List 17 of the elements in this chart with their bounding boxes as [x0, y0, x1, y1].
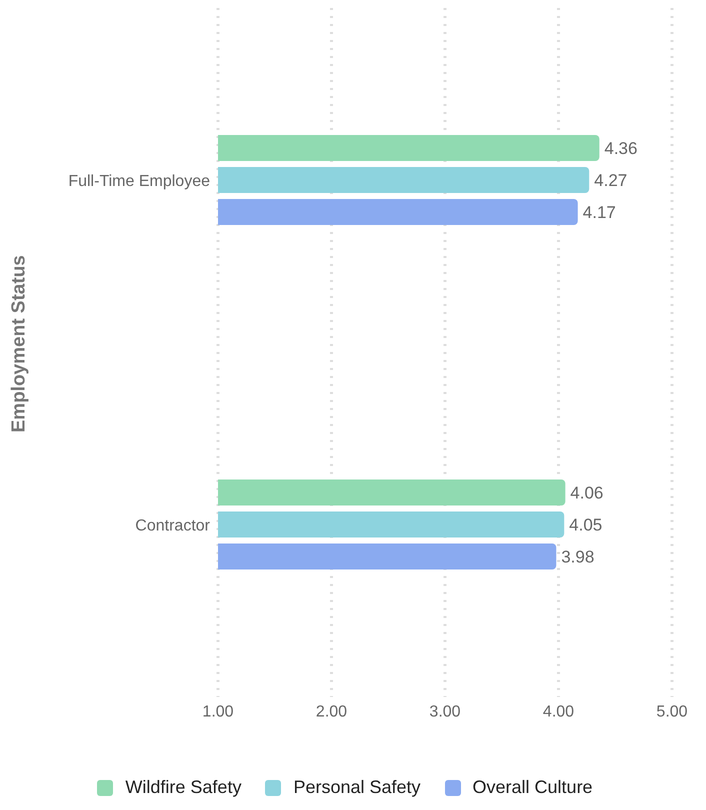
x-tick-label: 1.00 [202, 703, 234, 720]
data-label: 4.05 [569, 516, 602, 535]
legend-label: Personal Safety [293, 777, 421, 798]
legend-label: Wildfire Safety [125, 777, 242, 798]
data-label: 3.98 [561, 548, 594, 567]
x-tick-label: 3.00 [429, 703, 461, 720]
legend-label: Overall Culture [472, 777, 593, 798]
y-tick-label: Full-Time Employee [68, 172, 210, 190]
data-label: 4.36 [604, 139, 638, 158]
x-tick-label: 4.00 [542, 703, 574, 720]
data-label: 4.06 [570, 484, 604, 503]
x-tick-label: 5.00 [656, 703, 688, 720]
x-tick-label: 2.00 [316, 703, 348, 720]
y-axis-title: Employment Status [8, 255, 30, 432]
y-tick-label: Contractor [135, 517, 211, 534]
data-label: 4.17 [582, 203, 616, 222]
data-label: 4.27 [594, 171, 628, 190]
